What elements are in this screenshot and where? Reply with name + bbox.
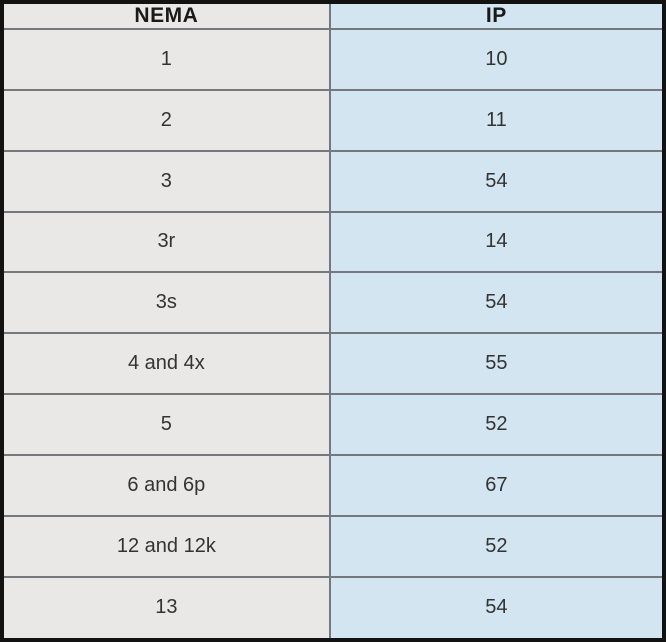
table-row: 6 and 6p 67 <box>1 453 666 517</box>
nema-cell: 3r <box>1 210 331 274</box>
table-row: 5 52 <box>1 393 666 456</box>
ip-cell: 54 <box>328 575 666 642</box>
ip-cell: 10 <box>328 28 666 91</box>
nema-column-header: NEMA <box>1 1 331 30</box>
ip-cell: 52 <box>328 514 666 578</box>
ip-column-header: IP <box>328 1 666 30</box>
table-row: 3 54 <box>1 149 666 213</box>
table-row: 3s 54 <box>1 271 666 335</box>
ip-cell: 52 <box>328 393 666 456</box>
nema-cell: 12 and 12k <box>1 514 331 578</box>
table-row: 4 and 4x 55 <box>1 332 666 396</box>
ip-cell: 54 <box>328 271 666 335</box>
table-row: 2 11 <box>1 88 666 152</box>
table-row: 13 54 <box>1 575 666 642</box>
table-row: 12 and 12k 52 <box>1 514 666 578</box>
nema-cell: 1 <box>1 28 331 91</box>
table-row: 1 10 <box>1 28 666 91</box>
nema-cell: 4 and 4x <box>1 332 331 396</box>
nema-cell: 13 <box>1 575 331 642</box>
nema-cell: 6 and 6p <box>1 453 331 517</box>
ip-cell: 14 <box>328 210 666 274</box>
ip-cell: 54 <box>328 149 666 213</box>
ip-cell: 11 <box>328 88 666 152</box>
nema-cell: 2 <box>1 88 331 152</box>
ip-cell: 55 <box>328 332 666 396</box>
table-row: 3r 14 <box>1 210 666 274</box>
nema-cell: 3 <box>1 149 331 213</box>
header-row: NEMA IP <box>1 1 666 30</box>
nema-cell: 3s <box>1 271 331 335</box>
ip-cell: 67 <box>328 453 666 517</box>
nema-cell: 5 <box>1 393 331 456</box>
